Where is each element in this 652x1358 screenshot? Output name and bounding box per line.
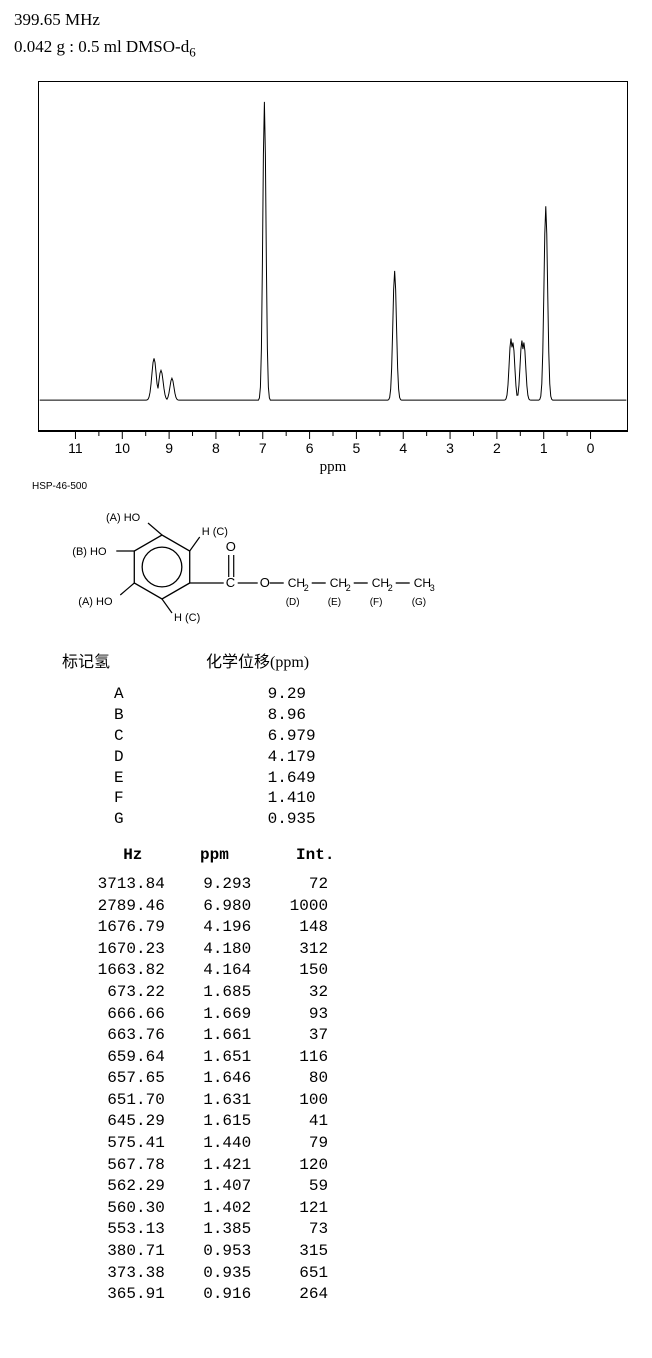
svg-text:O: O (260, 575, 270, 590)
svg-text:C: C (226, 575, 235, 590)
peak-row: 365.91 0.916 264 (88, 1284, 652, 1306)
peak-row: 373.38 0.935 651 (88, 1263, 652, 1285)
assignment-row: G 0.935 (114, 809, 652, 830)
assignment-row: A 9.29 (114, 684, 652, 705)
assignment-table: A 9.29B 8.96C 6.979D 4.179E 1.649F 1.410… (114, 684, 652, 830)
svg-text:CH: CH (372, 576, 389, 590)
peak-row: 1676.79 4.196 148 (88, 917, 652, 939)
assign-header-left: 标记氢 (62, 648, 202, 672)
svg-text:1: 1 (540, 440, 548, 456)
peak-row: 575.41 1.440 79 (88, 1133, 652, 1155)
sample-line: 0.042 g : 0.5 ml DMSO-d6 (14, 33, 652, 63)
peak-row: 553.13 1.385 73 (88, 1219, 652, 1241)
assignment-header: 标记氢 化学位移(ppm) (62, 648, 652, 672)
peak-row: 651.70 1.631 100 (88, 1090, 652, 1112)
svg-text:2: 2 (304, 583, 309, 593)
spectrum-axis: 11109876543210 ppm (38, 431, 628, 479)
peak-row: 666.66 1.669 93 (88, 1004, 652, 1026)
peak-row: 663.76 1.661 37 (88, 1025, 652, 1047)
peak-row: 1663.82 4.164 150 (88, 960, 652, 982)
chemical-structure: COOCH2(D)CH2(E)CH2(F)CH3(G)H (C)H (C)(A)… (32, 492, 492, 642)
svg-text:2: 2 (493, 440, 501, 456)
x-axis: 11109876543210 (38, 431, 628, 459)
svg-text:8: 8 (212, 440, 220, 456)
structure-diagram: COOCH2(D)CH2(E)CH2(F)CH3(G)H (C)H (C)(A)… (32, 492, 492, 642)
peak-row: 2789.46 6.980 1000 (88, 896, 652, 918)
peak-row: 567.78 1.421 120 (88, 1155, 652, 1177)
svg-text:0: 0 (587, 440, 595, 456)
svg-text:4: 4 (399, 440, 407, 456)
peak-list-table: 3713.84 9.293 72 2789.46 6.980 1000 1676… (88, 874, 652, 1306)
assignment-row: F 1.410 (114, 788, 652, 809)
frequency-line: 399.65 MHz (14, 6, 652, 33)
svg-text:(E): (E) (328, 597, 341, 608)
svg-text:CH: CH (330, 576, 347, 590)
peak-list-header: Hz ppm Int. (104, 846, 652, 864)
peak-row: 645.29 1.615 41 (88, 1111, 652, 1133)
assignment-row: E 1.649 (114, 768, 652, 789)
spectrum-plot (39, 82, 627, 430)
svg-text:2: 2 (346, 583, 351, 593)
svg-text:10: 10 (114, 440, 130, 456)
peak-row: 657.65 1.646 80 (88, 1068, 652, 1090)
peak-row: 659.64 1.651 116 (88, 1047, 652, 1069)
svg-text:2: 2 (388, 583, 393, 593)
assign-header-right: 化学位移(ppm) (206, 654, 309, 671)
assignment-row: B 8.96 (114, 705, 652, 726)
svg-text:O: O (226, 539, 236, 554)
svg-text:H (C): H (C) (174, 612, 200, 624)
peak-row: 3713.84 9.293 72 (88, 874, 652, 896)
svg-text:(A) HO: (A) HO (106, 512, 141, 524)
svg-text:11: 11 (68, 440, 83, 456)
axis-label: ppm (320, 459, 347, 476)
svg-text:CH: CH (414, 576, 431, 590)
nmr-spectrum (38, 81, 628, 431)
svg-text:9: 9 (165, 440, 173, 456)
svg-text:6: 6 (306, 440, 314, 456)
peak-row: 673.22 1.685 32 (88, 982, 652, 1004)
svg-text:(F): (F) (370, 597, 383, 608)
svg-text:5: 5 (353, 440, 361, 456)
svg-text:(A) HO: (A) HO (78, 596, 113, 608)
svg-text:CH: CH (288, 576, 305, 590)
assignment-row: D 4.179 (114, 747, 652, 768)
svg-text:(B) HO: (B) HO (72, 546, 107, 558)
svg-text:3: 3 (430, 583, 435, 593)
svg-text:(G): (G) (412, 597, 426, 608)
peak-row: 560.30 1.402 121 (88, 1198, 652, 1220)
assignment-row: C 6.979 (114, 726, 652, 747)
peak-row: 380.71 0.953 315 (88, 1241, 652, 1263)
svg-text:(D): (D) (286, 597, 300, 608)
svg-text:7: 7 (259, 440, 267, 456)
peak-row: 1670.23 4.180 312 (88, 939, 652, 961)
header-info: 399.65 MHz 0.042 g : 0.5 ml DMSO-d6 (14, 6, 652, 63)
svg-text:H (C): H (C) (202, 526, 228, 538)
peak-row: 562.29 1.407 59 (88, 1176, 652, 1198)
hsp-label: HSP-46-500 (32, 481, 652, 492)
svg-text:3: 3 (446, 440, 454, 456)
